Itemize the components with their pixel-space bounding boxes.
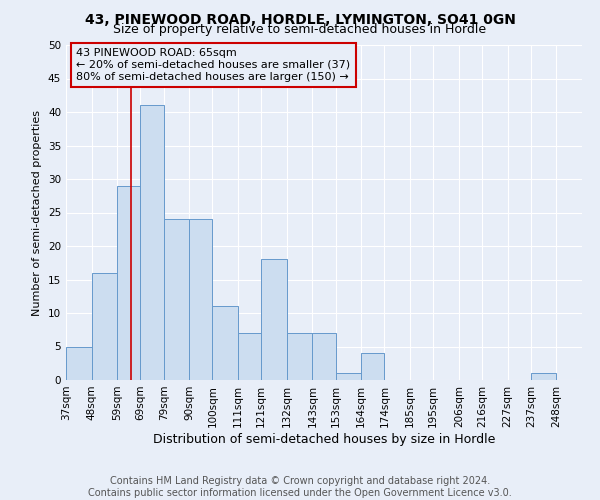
Text: 43 PINEWOOD ROAD: 65sqm
← 20% of semi-detached houses are smaller (37)
80% of se: 43 PINEWOOD ROAD: 65sqm ← 20% of semi-de… bbox=[76, 48, 350, 82]
Bar bbox=[66, 346, 92, 380]
Bar bbox=[117, 186, 140, 380]
Bar bbox=[531, 374, 556, 380]
Text: 43, PINEWOOD ROAD, HORDLE, LYMINGTON, SO41 0GN: 43, PINEWOOD ROAD, HORDLE, LYMINGTON, SO… bbox=[85, 12, 515, 26]
Bar bbox=[335, 374, 361, 380]
Bar bbox=[189, 219, 212, 380]
Bar bbox=[164, 219, 189, 380]
Bar bbox=[261, 260, 287, 380]
Bar bbox=[212, 306, 238, 380]
Bar bbox=[287, 333, 313, 380]
Bar bbox=[313, 333, 335, 380]
Text: Contains HM Land Registry data © Crown copyright and database right 2024.
Contai: Contains HM Land Registry data © Crown c… bbox=[88, 476, 512, 498]
Bar bbox=[238, 333, 261, 380]
Text: Size of property relative to semi-detached houses in Hordle: Size of property relative to semi-detach… bbox=[113, 22, 487, 36]
Bar bbox=[92, 273, 117, 380]
Bar bbox=[140, 106, 164, 380]
Bar bbox=[361, 353, 385, 380]
X-axis label: Distribution of semi-detached houses by size in Hordle: Distribution of semi-detached houses by … bbox=[153, 432, 495, 446]
Y-axis label: Number of semi-detached properties: Number of semi-detached properties bbox=[32, 110, 43, 316]
